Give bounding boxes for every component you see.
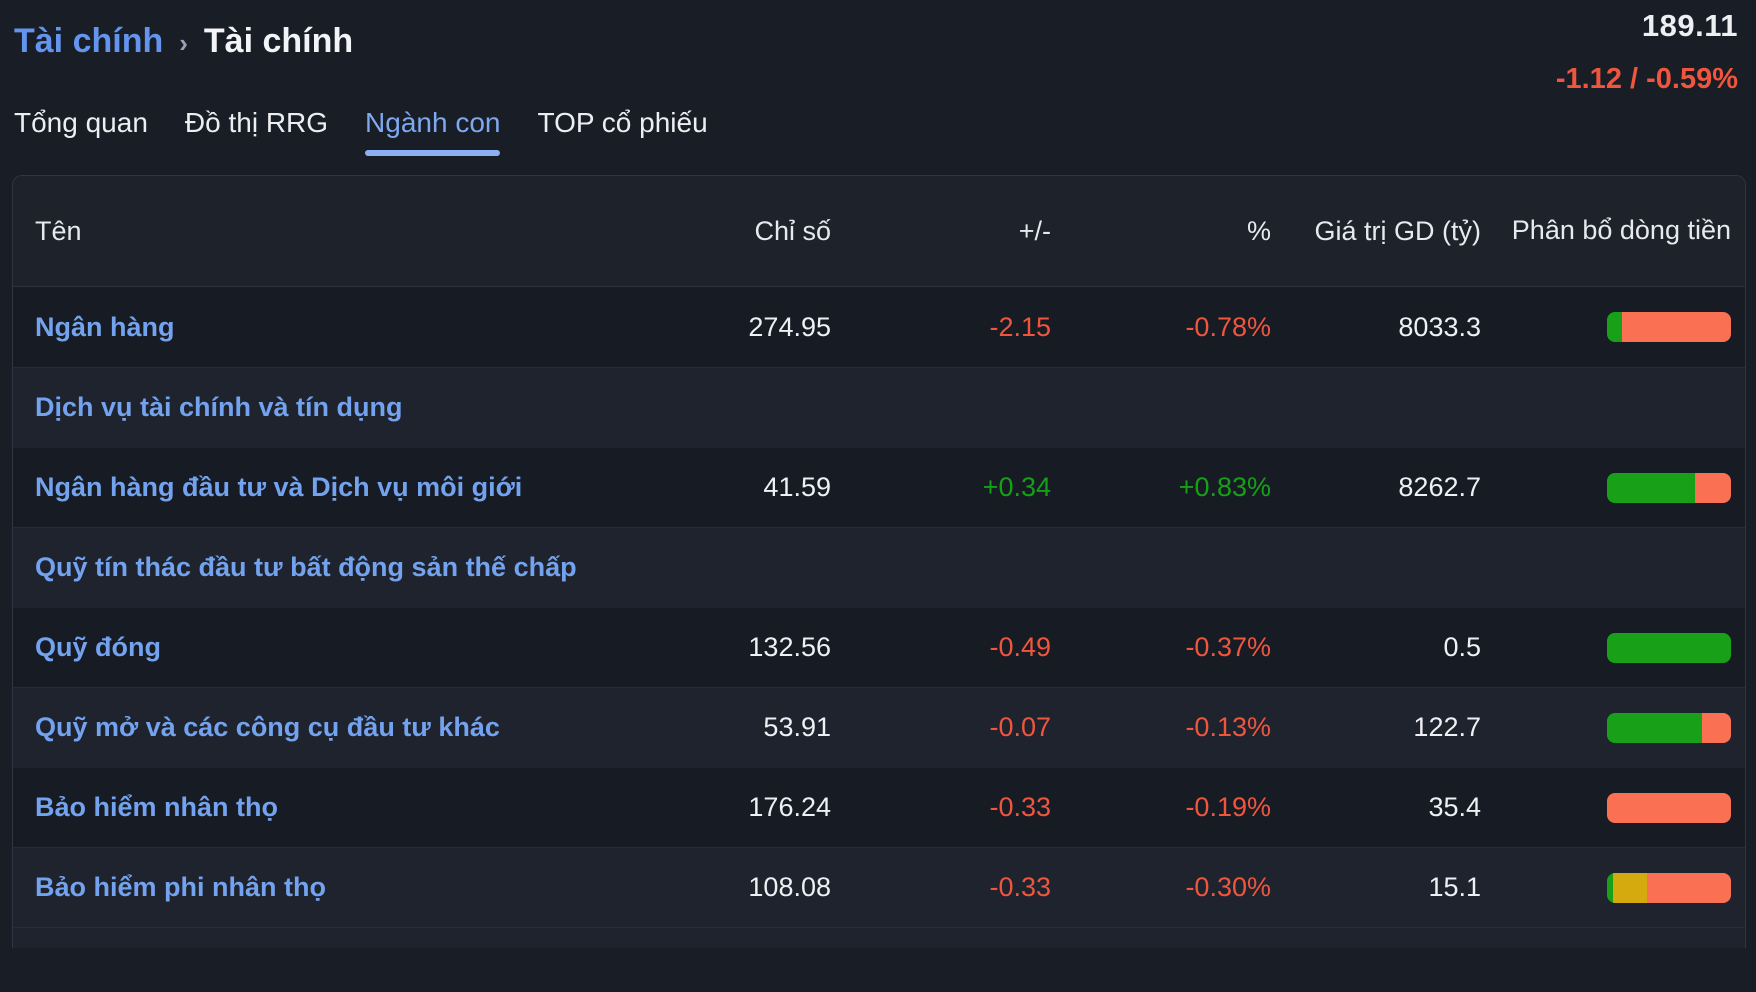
table-body: Ngân hàng 274.95 -2.15 -0.78% 8033.3 Dịch vụ … bbox=[13, 287, 1745, 948]
breadcrumb: Tài chính › Tài chính bbox=[14, 22, 1738, 61]
column-header-value: Giá trị GD (tỷ) bbox=[1314, 215, 1482, 246]
table-row-partial bbox=[13, 927, 1745, 948]
table-row[interactable]: Quỹ đóng 132.56 -0.49 -0.37% 0.5 bbox=[13, 607, 1745, 687]
page-title: Tài chính bbox=[203, 22, 354, 60]
row-pct-value: -0.37% bbox=[1185, 632, 1271, 662]
row-flow-cell bbox=[1481, 872, 1731, 903]
money-flow-bar bbox=[1607, 472, 1731, 503]
flow-segment-orange bbox=[1607, 792, 1731, 823]
row-name-link[interactable]: Quỹ tín thác đầu tư bất động sản thế chấ… bbox=[35, 552, 577, 582]
row-name-link[interactable]: Ngân hàng đầu tư và Dịch vụ môi giới bbox=[35, 472, 523, 502]
row-name-link[interactable]: Quỹ mở và các công cụ đầu tư khác bbox=[35, 712, 500, 742]
tab-bar: Tổng quan Đồ thị RRG Ngành con TOP cổ phiếu bbox=[14, 107, 1756, 156]
row-name-link[interactable]: Bảo hiểm phi nhân thọ bbox=[35, 872, 326, 902]
row-index-value: 41.59 bbox=[763, 472, 831, 502]
row-index-value: 108.08 bbox=[748, 872, 831, 902]
flow-segment-yellow bbox=[1613, 872, 1647, 903]
table-row[interactable]: Ngân hàng 274.95 -2.15 -0.78% 8033.3 bbox=[13, 287, 1745, 367]
index-quote: 189.11 -1.12 / -0.59% bbox=[1556, 8, 1738, 96]
tab-2[interactable]: Đồ thị RRG bbox=[184, 107, 329, 138]
row-flow-cell bbox=[1481, 632, 1731, 663]
tab-1[interactable]: Tổng quan bbox=[14, 107, 148, 138]
row-flow-cell bbox=[1481, 792, 1731, 823]
index-change: -1.12 / -0.59% bbox=[1555, 63, 1738, 95]
flow-segment-green bbox=[1607, 872, 1614, 903]
row-pct-value: -0.30% bbox=[1185, 872, 1271, 902]
tab-3[interactable]: Ngành con bbox=[365, 107, 501, 156]
row-name-link[interactable]: Bảo hiểm nhân thọ bbox=[35, 792, 278, 822]
table-header-row: Tên Chỉ số +/- % Giá trị GD (tỷ) Phân bổ… bbox=[13, 176, 1745, 287]
row-flow-cell bbox=[1481, 712, 1731, 743]
column-header-name: Tên bbox=[35, 215, 82, 246]
flow-segment-orange bbox=[1695, 472, 1731, 503]
column-header-flow: Phân bổ dòng tiền bbox=[1511, 215, 1731, 246]
row-pct-value: -0.13% bbox=[1185, 712, 1271, 742]
page-header: Tài chính › Tài chính 189.11 -1.12 / -0.… bbox=[0, 0, 1756, 95]
breadcrumb-parent-link[interactable]: Tài chính bbox=[14, 22, 164, 60]
money-flow-bar bbox=[1607, 872, 1731, 903]
index-value: 189.11 bbox=[1641, 8, 1738, 43]
row-flow-cell bbox=[1481, 312, 1731, 342]
chevron-right-icon: › bbox=[179, 28, 188, 58]
column-header-change: +/- bbox=[1018, 215, 1051, 246]
row-name-link[interactable]: Dịch vụ tài chính và tín dụng bbox=[35, 392, 403, 422]
row-traded-value: 8033.3 bbox=[1398, 311, 1481, 342]
row-pct-value: -0.19% bbox=[1185, 792, 1271, 822]
row-index-value: 132.56 bbox=[748, 632, 831, 662]
flow-segment-green bbox=[1607, 712, 1703, 743]
flow-segment-green bbox=[1607, 632, 1731, 663]
column-header-index: Chỉ số bbox=[754, 215, 831, 246]
table-row[interactable]: Bảo hiểm phi nhân thọ 108.08 -0.33 -0.30% 15… bbox=[13, 847, 1745, 927]
tab-4[interactable]: TOP cổ phiếu bbox=[537, 107, 708, 138]
row-pct-value: +0.83% bbox=[1178, 472, 1271, 502]
row-traded-value: 15.1 bbox=[1428, 872, 1481, 902]
row-change-value: -2.15 bbox=[989, 311, 1051, 342]
table-row[interactable]: Dịch vụ tài chính và tín dụng bbox=[13, 367, 1745, 447]
table-row[interactable]: Quỹ tín thác đầu tư bất động sản thế chấ… bbox=[13, 527, 1745, 607]
table-row[interactable]: Ngân hàng đầu tư và Dịch vụ môi giới 41.5… bbox=[13, 447, 1745, 527]
column-header-pct: % bbox=[1246, 215, 1271, 246]
row-traded-value: 35.4 bbox=[1428, 792, 1481, 822]
subsector-table: Tên Chỉ số +/- % Giá trị GD (tỷ) Phân bổ… bbox=[12, 175, 1746, 948]
flow-segment-orange bbox=[1646, 872, 1731, 903]
row-change-value: -0.49 bbox=[989, 632, 1051, 662]
row-change-value: -0.33 bbox=[989, 792, 1051, 822]
row-traded-value: 8262.7 bbox=[1398, 472, 1481, 502]
money-flow-bar bbox=[1607, 792, 1731, 823]
flow-segment-orange bbox=[1702, 712, 1731, 743]
row-pct-value: -0.78% bbox=[1185, 311, 1271, 342]
table-row[interactable]: Quỹ mở và các công cụ đầu tư khác 53.91 -0… bbox=[13, 687, 1745, 767]
row-traded-value: 0.5 bbox=[1443, 632, 1481, 662]
flow-segment-green bbox=[1607, 472, 1696, 503]
money-flow-bar bbox=[1607, 712, 1731, 743]
row-flow-cell bbox=[1481, 472, 1731, 503]
row-index-value: 53.91 bbox=[763, 712, 831, 742]
row-change-value: +0.34 bbox=[982, 472, 1051, 502]
row-change-value: -0.33 bbox=[989, 872, 1051, 902]
row-name-link[interactable]: Ngân hàng bbox=[35, 311, 175, 342]
flow-segment-orange bbox=[1621, 312, 1731, 342]
row-index-value: 176.24 bbox=[748, 792, 831, 822]
table-row[interactable]: Bảo hiểm nhân thọ 176.24 -0.33 -0.19% 35.4 bbox=[13, 767, 1745, 847]
row-index-value: 274.95 bbox=[748, 311, 831, 342]
row-change-value: -0.07 bbox=[989, 712, 1051, 742]
row-traded-value: 122.7 bbox=[1413, 712, 1481, 742]
money-flow-bar bbox=[1607, 312, 1731, 342]
money-flow-bar bbox=[1607, 632, 1731, 663]
row-name-link[interactable]: Quỹ đóng bbox=[35, 632, 161, 662]
flow-segment-green bbox=[1607, 312, 1622, 342]
